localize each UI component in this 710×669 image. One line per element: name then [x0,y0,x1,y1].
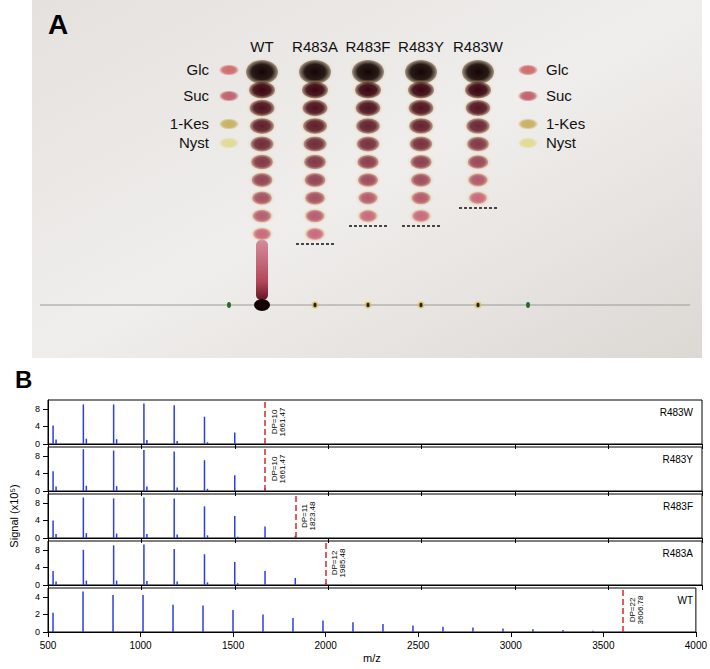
svg-text:4000: 4000 [685,640,708,651]
svg-text:DP=10: DP=10 [269,456,279,482]
svg-text:0: 0 [35,439,40,449]
svg-text:500: 500 [40,640,57,651]
svg-text:Glc: Glc [187,61,210,78]
svg-text:DP=10: DP=10 [269,409,279,435]
svg-text:WT: WT [677,595,693,606]
svg-text:R483Y: R483Y [662,454,693,465]
svg-text:4: 4 [35,421,40,431]
svg-text:3606.78: 3606.78 [636,595,645,624]
svg-text:2000: 2000 [315,640,338,651]
svg-text:R483A: R483A [292,38,338,55]
svg-text:1500: 1500 [222,640,245,651]
svg-text:4: 4 [35,592,40,602]
svg-text:4: 4 [35,468,40,478]
svg-text:R483W: R483W [453,38,504,55]
svg-text:1-Kes: 1-Kes [170,115,209,132]
svg-text:R483F: R483F [663,501,693,512]
svg-text:8: 8 [35,545,40,555]
svg-text:1823.48: 1823.48 [308,501,317,530]
svg-text:8: 8 [35,498,40,508]
svg-text:Suc: Suc [183,87,209,104]
svg-text:Signal (x10⁵): Signal (x10⁵) [8,484,20,547]
svg-text:8: 8 [35,451,40,461]
svg-text:1661.47: 1661.47 [278,454,287,483]
svg-text:2500: 2500 [407,640,430,651]
svg-text:8: 8 [35,404,40,414]
svg-text:m/z: m/z [363,652,381,664]
svg-text:4: 4 [35,562,40,572]
svg-text:DP=22: DP=22 [627,597,637,623]
svg-text:Nyst: Nyst [546,134,577,151]
svg-text:Glc: Glc [546,61,569,78]
svg-text:A: A [48,9,68,40]
svg-text:3000: 3000 [500,640,523,651]
svg-text:R483Y: R483Y [398,38,444,55]
svg-text:B: B [15,366,32,393]
svg-text:R483A: R483A [662,548,693,559]
svg-text:4: 4 [35,515,40,525]
svg-text:WT: WT [250,38,273,55]
svg-text:1000: 1000 [129,640,152,651]
svg-text:1661.47: 1661.47 [278,407,287,436]
svg-text:2: 2 [35,609,40,619]
svg-text:DP=12: DP=12 [330,550,340,576]
svg-text:0: 0 [35,486,40,496]
svg-text:0: 0 [35,533,40,543]
svg-text:R483W: R483W [660,407,694,418]
svg-text:Suc: Suc [546,87,572,104]
svg-text:DP=11: DP=11 [299,504,309,528]
svg-text:3500: 3500 [592,640,615,651]
svg-text:1-Kes: 1-Kes [546,115,585,132]
svg-text:Nyst: Nyst [179,134,210,151]
svg-text:1985.48: 1985.48 [338,548,347,577]
svg-text:0: 0 [35,580,40,590]
svg-text:0: 0 [35,627,40,637]
svg-text:R483F: R483F [345,38,390,55]
